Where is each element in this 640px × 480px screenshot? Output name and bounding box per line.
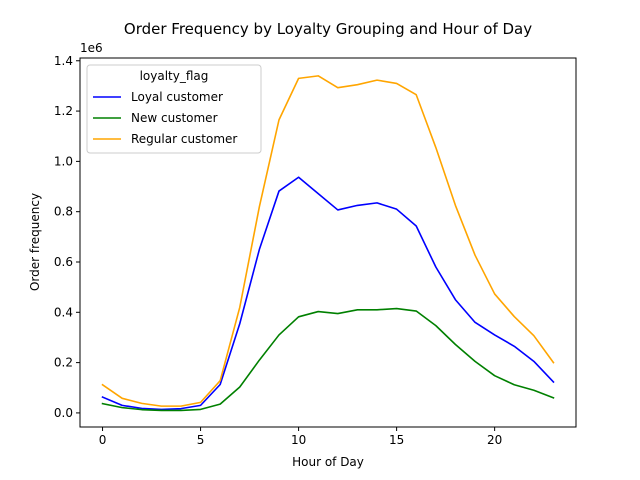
x-tick-label: 15 <box>389 433 404 447</box>
legend: loyalty_flag Loyal customer New customer R… <box>86 64 262 154</box>
legend-title: loyalty_flag <box>140 69 209 83</box>
series-layer <box>101 75 555 412</box>
legend-entry-0: Loyal customer <box>131 90 223 104</box>
chart-title: Order Frequency by Loyalty Grouping and … <box>124 20 532 38</box>
y-axis-label: Order frequency <box>28 193 42 291</box>
plot-frame <box>79 57 577 428</box>
y-tick-label: 1.2 <box>54 104 73 118</box>
x-axis-label: Hour of Day <box>292 455 364 469</box>
y-multiplier-label: 1e6 <box>80 41 103 55</box>
x-tick-label: 5 <box>197 433 205 447</box>
y-tick-label: 1.0 <box>54 154 73 168</box>
legend-entry-2: Regular customer <box>131 132 237 146</box>
x-tick-label: 10 <box>291 433 306 447</box>
y-tick-label: 0.6 <box>54 255 73 269</box>
series-line-1 <box>101 307 555 412</box>
y-axis-ticks: 0.0 0.2 0.4 0.6 0.8 1.0 1.2 1.4 <box>54 54 80 420</box>
x-axis-ticks: 0 5 10 15 20 <box>99 427 502 447</box>
y-tick-label: 0.8 <box>54 205 73 219</box>
y-tick-label: 0.2 <box>54 356 73 370</box>
y-tick-label: 0.4 <box>54 305 73 319</box>
series-line-0 <box>101 176 555 411</box>
x-tick-label: 0 <box>99 433 107 447</box>
x-tick-label: 20 <box>487 433 502 447</box>
y-tick-label: 0.0 <box>54 406 73 420</box>
series-line-2 <box>101 75 555 407</box>
legend-box <box>86 64 262 154</box>
legend-entry-1: New customer <box>131 111 218 125</box>
y-tick-label: 1.4 <box>54 54 73 68</box>
